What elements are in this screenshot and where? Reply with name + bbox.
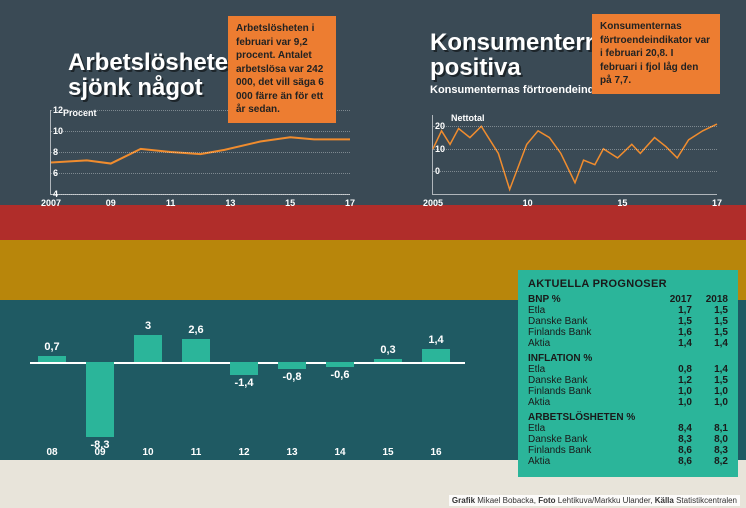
table-row: Danske Bank1,21,5 [528, 375, 728, 386]
table-row: Finlands Bank8,68,3 [528, 445, 728, 456]
bar [374, 359, 402, 362]
section-label: INFLATION % [528, 353, 656, 364]
table-row: Etla0,81,4 [528, 364, 728, 375]
bar-category: 09 [78, 447, 123, 458]
bar-category: 16 [414, 447, 459, 458]
right-callout: Konsumenternas förtroendeindikator var i… [592, 14, 720, 94]
bar-category: 08 [30, 447, 75, 458]
section-label: BNP % [528, 294, 656, 305]
table-row: Danske Bank8,38,0 [528, 434, 728, 445]
bar [134, 335, 162, 362]
table-row: Etla1,71,5 [528, 305, 728, 316]
unemployment-chart: Procent 468101220070911131517 [50, 110, 350, 195]
gdp-bar-chart: 0,708-8,3093102,611-1,412-0,813-0,6140,3… [30, 310, 465, 440]
confidence-chart: Nettotal 010202005101517 [432, 115, 717, 195]
bar [278, 362, 306, 369]
title-line2: sjönk något [68, 75, 243, 100]
bar-value: -1,4 [222, 377, 267, 389]
bar-value: -0,6 [318, 369, 363, 381]
bar-category: 13 [270, 447, 315, 458]
bar-category: 12 [222, 447, 267, 458]
bar-category: 11 [174, 447, 219, 458]
bar [422, 349, 450, 362]
left-callout: Arbetslösheten i februari var 9,2 procen… [228, 16, 336, 123]
bar [230, 362, 258, 375]
table-row: Aktia1,01,0 [528, 397, 728, 408]
table-row: Danske Bank1,51,5 [528, 316, 728, 327]
bar-value: -0,8 [270, 371, 315, 383]
bar-value: 0,7 [30, 341, 75, 353]
table-row: Etla8,48,1 [528, 423, 728, 434]
bar [182, 339, 210, 362]
bar [326, 362, 354, 367]
table-row: Aktia1,41,4 [528, 338, 728, 349]
bar-value: 1,4 [414, 334, 459, 346]
table-row: Finlands Bank1,01,0 [528, 386, 728, 397]
left-title: Arbetslösheten sjönk något [68, 50, 243, 100]
bar-value: 3 [126, 320, 171, 332]
section-label: ARBETSLÖSHETEN % [528, 412, 656, 423]
title-line1: Arbetslösheten [68, 50, 243, 75]
table-row: Aktia8,68,2 [528, 456, 728, 467]
forecast-table: AKTUELLA PROGNOSER BNP %20172018Etla1,71… [518, 270, 738, 477]
bar-category: 14 [318, 447, 363, 458]
bar-value: 0,3 [366, 344, 411, 356]
credit-line: Grafik Mikael Bobacka, Foto Lehtikuva/Ma… [449, 495, 740, 506]
bar [38, 356, 66, 362]
bar-value: 2,6 [174, 324, 219, 336]
forecast-title: AKTUELLA PROGNOSER [528, 278, 728, 290]
bar [86, 362, 114, 437]
bar-category: 15 [366, 447, 411, 458]
table-row: Finlands Bank1,61,5 [528, 327, 728, 338]
bar-category: 10 [126, 447, 171, 458]
